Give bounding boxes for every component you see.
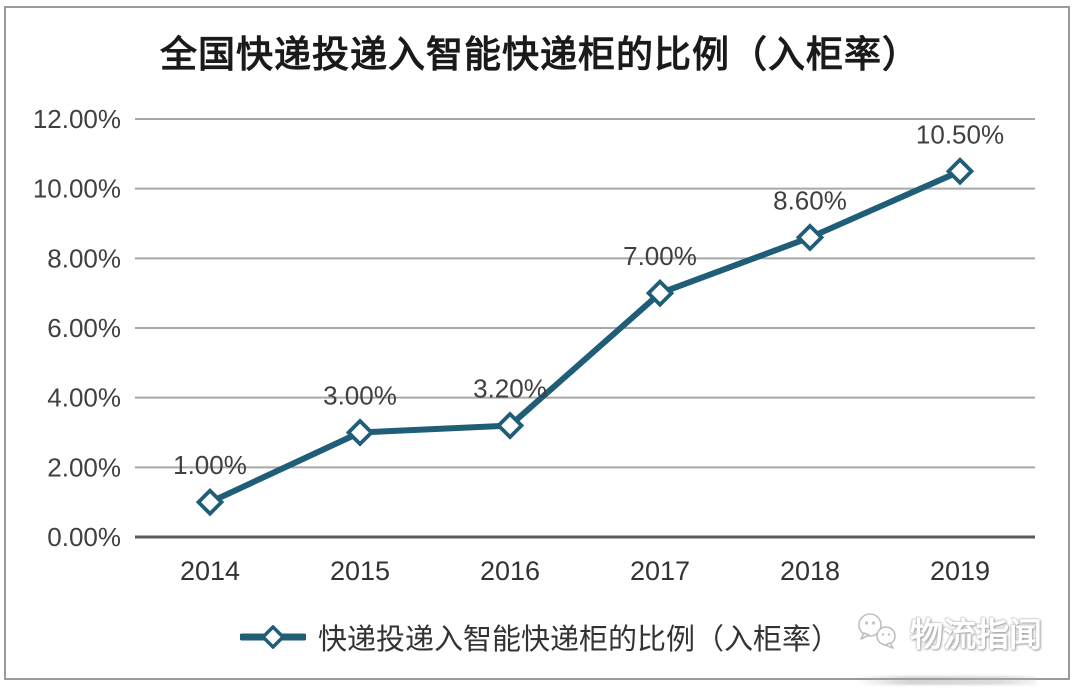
data-point-label: 8.60% xyxy=(773,185,847,215)
watermark-text: 物流指闻 xyxy=(910,616,1042,653)
data-point-label: 3.00% xyxy=(323,381,397,411)
legend: 快递投递入智能快递柜的比例（入柜率） xyxy=(0,616,1080,658)
data-point-label: 10.50% xyxy=(916,119,1004,149)
x-tick-label: 2015 xyxy=(330,556,390,586)
y-tick-label: 0.00% xyxy=(47,522,121,552)
chart-title: 全国快递投递入智能快递柜的比例（入柜率） xyxy=(160,34,920,75)
x-tick-label: 2019 xyxy=(930,556,990,586)
data-point-label: 7.00% xyxy=(623,241,697,271)
data-point-marker xyxy=(495,411,525,440)
data-point-marker xyxy=(345,418,375,447)
y-tick-label: 8.00% xyxy=(47,243,121,273)
faint-corner-watermark xyxy=(856,676,1036,685)
watermark: 物流指闻 xyxy=(856,608,1042,656)
data-point-marker xyxy=(195,487,225,517)
x-tick-label: 2017 xyxy=(630,556,690,586)
data-point-marker xyxy=(945,157,975,186)
y-tick-label: 10.00% xyxy=(33,174,121,204)
wechat-icon xyxy=(858,613,896,649)
y-tick-label: 2.00% xyxy=(47,452,121,482)
y-tick-label: 6.00% xyxy=(47,313,121,343)
data-point-label: 3.20% xyxy=(473,374,547,404)
y-tick-label: 4.00% xyxy=(47,383,121,413)
x-tick-label: 2016 xyxy=(480,556,540,586)
data-point-marker xyxy=(645,278,675,308)
legend-line-marker-icon xyxy=(239,625,306,649)
x-tick-label: 2014 xyxy=(180,556,240,586)
legend-series-label: 快递投递入智能快递柜的比例（入柜率） xyxy=(317,624,840,656)
series-line xyxy=(207,168,963,506)
y-tick-label: 12.00% xyxy=(33,104,121,134)
data-point-marker xyxy=(795,223,825,252)
x-tick-label: 2018 xyxy=(780,556,840,586)
data-point-label: 1.00% xyxy=(173,450,247,480)
